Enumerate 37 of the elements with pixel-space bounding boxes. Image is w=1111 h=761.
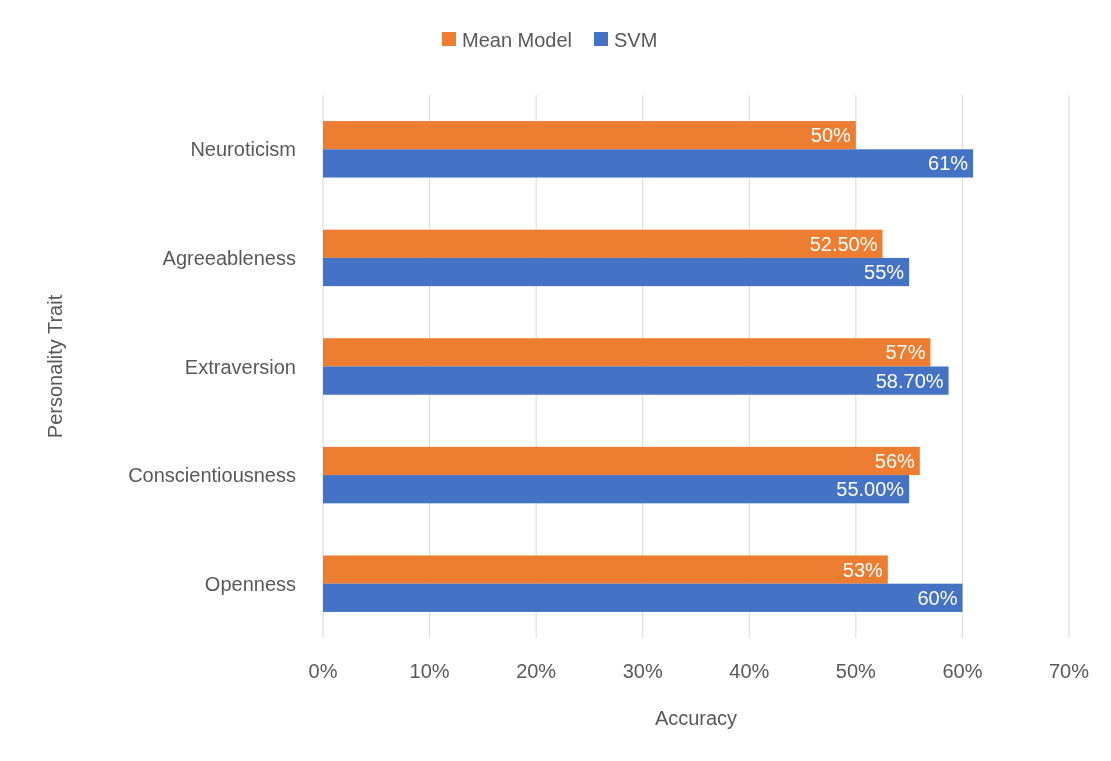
y-tick-label: Neuroticism: [190, 138, 296, 161]
x-tick-label: 0%: [308, 660, 338, 682]
bar: [323, 338, 931, 367]
data-label: 57%: [885, 341, 926, 364]
y-tick-label: Extraversion: [184, 355, 296, 378]
data-label: 61%: [928, 152, 969, 175]
bar: [323, 583, 963, 612]
data-label: 56%: [874, 449, 916, 472]
x-tick-label: 40%: [729, 660, 770, 682]
data-label: 55.00%: [836, 478, 905, 501]
x-tick-label: 20%: [516, 660, 557, 682]
y-tick-label: Agreeableness: [162, 246, 296, 269]
y-axis-title: Personality Trait: [44, 294, 66, 439]
data-label: 58.70%: [875, 369, 944, 392]
bar: [323, 475, 910, 504]
bar: [323, 149, 974, 178]
data-label: 60%: [917, 586, 958, 609]
bar: [323, 257, 910, 287]
legend-label: SVM: [614, 29, 658, 51]
bar: [323, 446, 920, 476]
data-label: 53%: [842, 558, 884, 581]
legend-label: Mean Model: [462, 29, 573, 51]
x-tick-label: 10%: [409, 660, 450, 682]
data-label: 55%: [864, 261, 905, 284]
x-tick-label: 50%: [835, 660, 877, 682]
y-tick-label: Conscientiousness: [128, 464, 296, 487]
x-tick-label: 60%: [942, 660, 983, 682]
data-label: 50%: [810, 124, 852, 147]
bar: [323, 229, 883, 258]
y-tick-label: Openness: [204, 572, 296, 595]
x-tick-label: 70%: [1048, 660, 1090, 682]
x-axis-title: Accuracy: [654, 707, 738, 729]
bar: [323, 555, 888, 584]
x-tick-label: 30%: [622, 660, 663, 682]
bar: [323, 121, 856, 150]
bar: [323, 366, 949, 395]
data-label: 52.50%: [809, 232, 878, 255]
